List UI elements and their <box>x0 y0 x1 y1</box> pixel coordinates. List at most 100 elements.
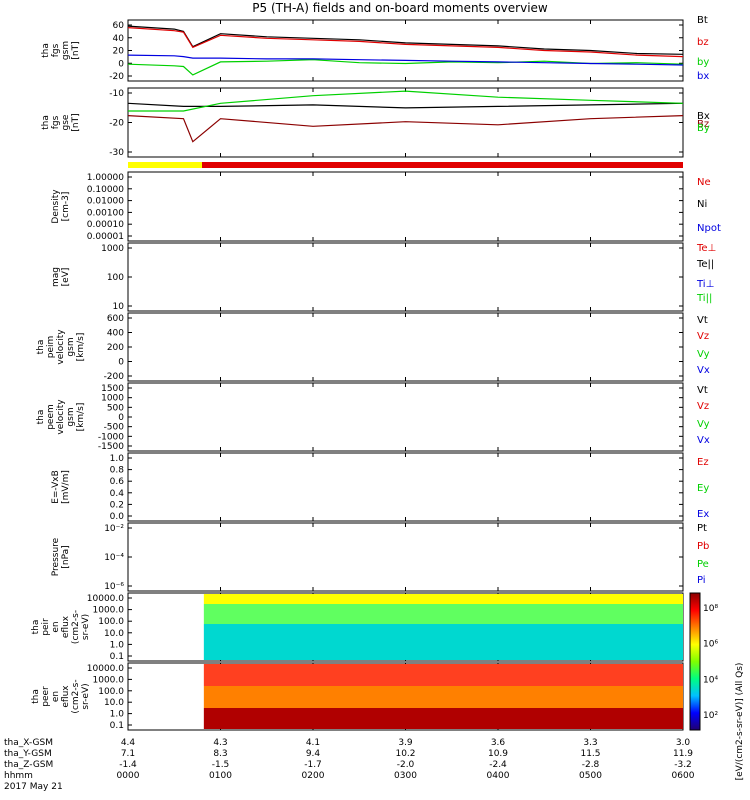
y-tick-label: -30 <box>109 148 124 158</box>
y-axis-label-line: velocity <box>56 399 66 435</box>
y-tick-label: 40 <box>113 34 125 44</box>
x-row-value: 3.3 <box>583 738 597 748</box>
x-row-label: tha_Z-GSM <box>4 760 53 770</box>
y-axis-label: tha fgs gsm [nT] <box>41 41 81 60</box>
y-axis-label: tha peer en eflux (cm2-s-sr-eV) <box>31 679 91 713</box>
x-row-value: 0200 <box>302 771 325 781</box>
legend-entry: Bx <box>697 111 710 122</box>
series-line-bx <box>127 54 684 66</box>
y-tick-label: 600 <box>107 314 124 324</box>
y-tick-label: 100 <box>107 273 124 283</box>
chart-title: P5 (TH-A) fields and on-board moments ov… <box>252 1 548 15</box>
y-axis-label-line: gsm <box>66 407 76 426</box>
legend-entry: Ni <box>697 199 707 210</box>
y-axis-label: Density [cm-3] <box>51 189 71 224</box>
heatmap-band <box>203 664 683 686</box>
y-axis-label: Pressure [nPa] <box>51 537 71 576</box>
panel-frame <box>127 242 684 312</box>
legend-entry: Ex <box>697 509 709 520</box>
y-tick-label: 0.8 <box>110 466 125 476</box>
legend-entry: Pt <box>697 523 707 534</box>
legend-entry: Pb <box>697 541 709 552</box>
y-axis-label-line: [nT] <box>71 113 81 131</box>
panel-frame <box>127 382 684 452</box>
x-row-value: 0100 <box>209 771 232 781</box>
x-row-value: 4.1 <box>306 738 320 748</box>
x-row-value: 0500 <box>579 771 602 781</box>
x-row-value: 3.6 <box>491 738 506 748</box>
x-row-value: 10.2 <box>395 749 415 759</box>
y-axis-label-line: Density <box>51 189 61 224</box>
y-tick-label: 0.1 <box>110 652 124 662</box>
legend-entry: Vx <box>697 435 710 446</box>
y-axis-label-line: gsm <box>61 41 71 60</box>
x-row-value: -1.5 <box>212 760 230 770</box>
y-tick-label: 10.0 <box>104 698 124 708</box>
heatmap-band <box>203 604 683 624</box>
x-row-value: 3.0 <box>676 738 691 748</box>
x-row-label: tha_X-GSM <box>4 738 53 748</box>
y-tick-label: 0.2 <box>110 500 124 510</box>
y-axis-label: E=-VxB [mV/m] <box>51 470 71 504</box>
legend-entry: Ez <box>697 457 709 468</box>
y-tick-label: 0.6 <box>110 477 125 487</box>
y-tick-label: 10.0 <box>104 629 124 639</box>
colorbar-label: [eV/(cm2-s-sr-eV)] (All Qs) <box>735 663 745 781</box>
mode-bar-slow <box>128 162 202 168</box>
panel-frame <box>127 312 684 382</box>
x-row-value: -1.4 <box>119 760 137 770</box>
legend-entry: Te⊥ <box>696 243 716 254</box>
y-axis-label-line: [nT] <box>71 41 81 59</box>
colorbar-tick: 10⁸ <box>703 604 718 614</box>
y-tick-label: 1000 <box>101 394 124 404</box>
y-tick-label: -10 <box>109 89 124 99</box>
y-axis-label-line: eflux <box>61 685 71 708</box>
y-tick-label: 1000.0 <box>93 606 125 616</box>
colorbar-tick: 10⁴ <box>703 675 718 685</box>
y-axis-label-line: peim <box>46 336 56 359</box>
legend-entry: By <box>697 123 710 134</box>
legend-entry: Ti|| <box>696 293 712 304</box>
legend-entry: Vt <box>697 385 708 396</box>
y-axis-label-line: sr-eV) <box>81 614 91 640</box>
y-axis-label: tha fgs gse [nT] <box>41 113 81 131</box>
y-axis-label-line: tha <box>31 689 41 704</box>
x-row-value: 8.3 <box>213 749 227 759</box>
y-axis-label-line: fgs <box>51 115 61 129</box>
colorbar-tick: 10⁶ <box>703 640 718 650</box>
colorbar: 10⁸ 10⁶ 10⁴ 10² [eV/(cm2-s-sr-eV)] (All Qs) <box>689 592 745 781</box>
y-axis-label-line: tha <box>36 410 46 425</box>
y-tick-label: -20 <box>109 72 124 82</box>
panel-frame <box>127 171 684 242</box>
y-axis-label-line: tha <box>41 115 51 130</box>
y-axis-label-line: mag <box>51 267 61 287</box>
legend-entry: Ti⊥ <box>696 279 714 290</box>
y-tick-label: 0.00001 <box>87 232 124 242</box>
y-axis-label-line: en <box>51 691 61 702</box>
series-line-by <box>127 59 684 76</box>
y-axis-label-line: [mV/m] <box>61 470 71 504</box>
y-axis-label: tha peir en eflux (cm2-s-sr-eV) <box>31 610 91 644</box>
y-tick-label: 0.00010 <box>87 220 124 230</box>
legend-entry: Vz <box>697 401 709 412</box>
y-tick-label: 0.1 <box>110 721 124 731</box>
y-tick-label: 1.0 <box>110 454 125 464</box>
y-tick-label: 1000.0 <box>93 675 125 685</box>
x-row-value: -2.0 <box>397 760 415 770</box>
y-tick-label: 0.01000 <box>87 197 124 207</box>
y-tick-label: -1000 <box>98 432 124 442</box>
y-axis-label-line: tha <box>41 43 51 58</box>
legend-entry: by <box>697 57 709 68</box>
legend-entry: Pe <box>697 559 709 570</box>
legend-entry: Bz <box>697 119 709 130</box>
y-axis-label-line: sr-eV) <box>81 683 91 709</box>
colorbar-rect <box>689 592 701 731</box>
legend-entry: Vx <box>697 365 710 376</box>
y-tick-label: 0 <box>118 358 124 368</box>
y-axis-label-line: gsm <box>66 337 76 356</box>
y-tick-label: 100.0 <box>98 687 124 697</box>
x-row-value: 11.5 <box>580 749 600 759</box>
